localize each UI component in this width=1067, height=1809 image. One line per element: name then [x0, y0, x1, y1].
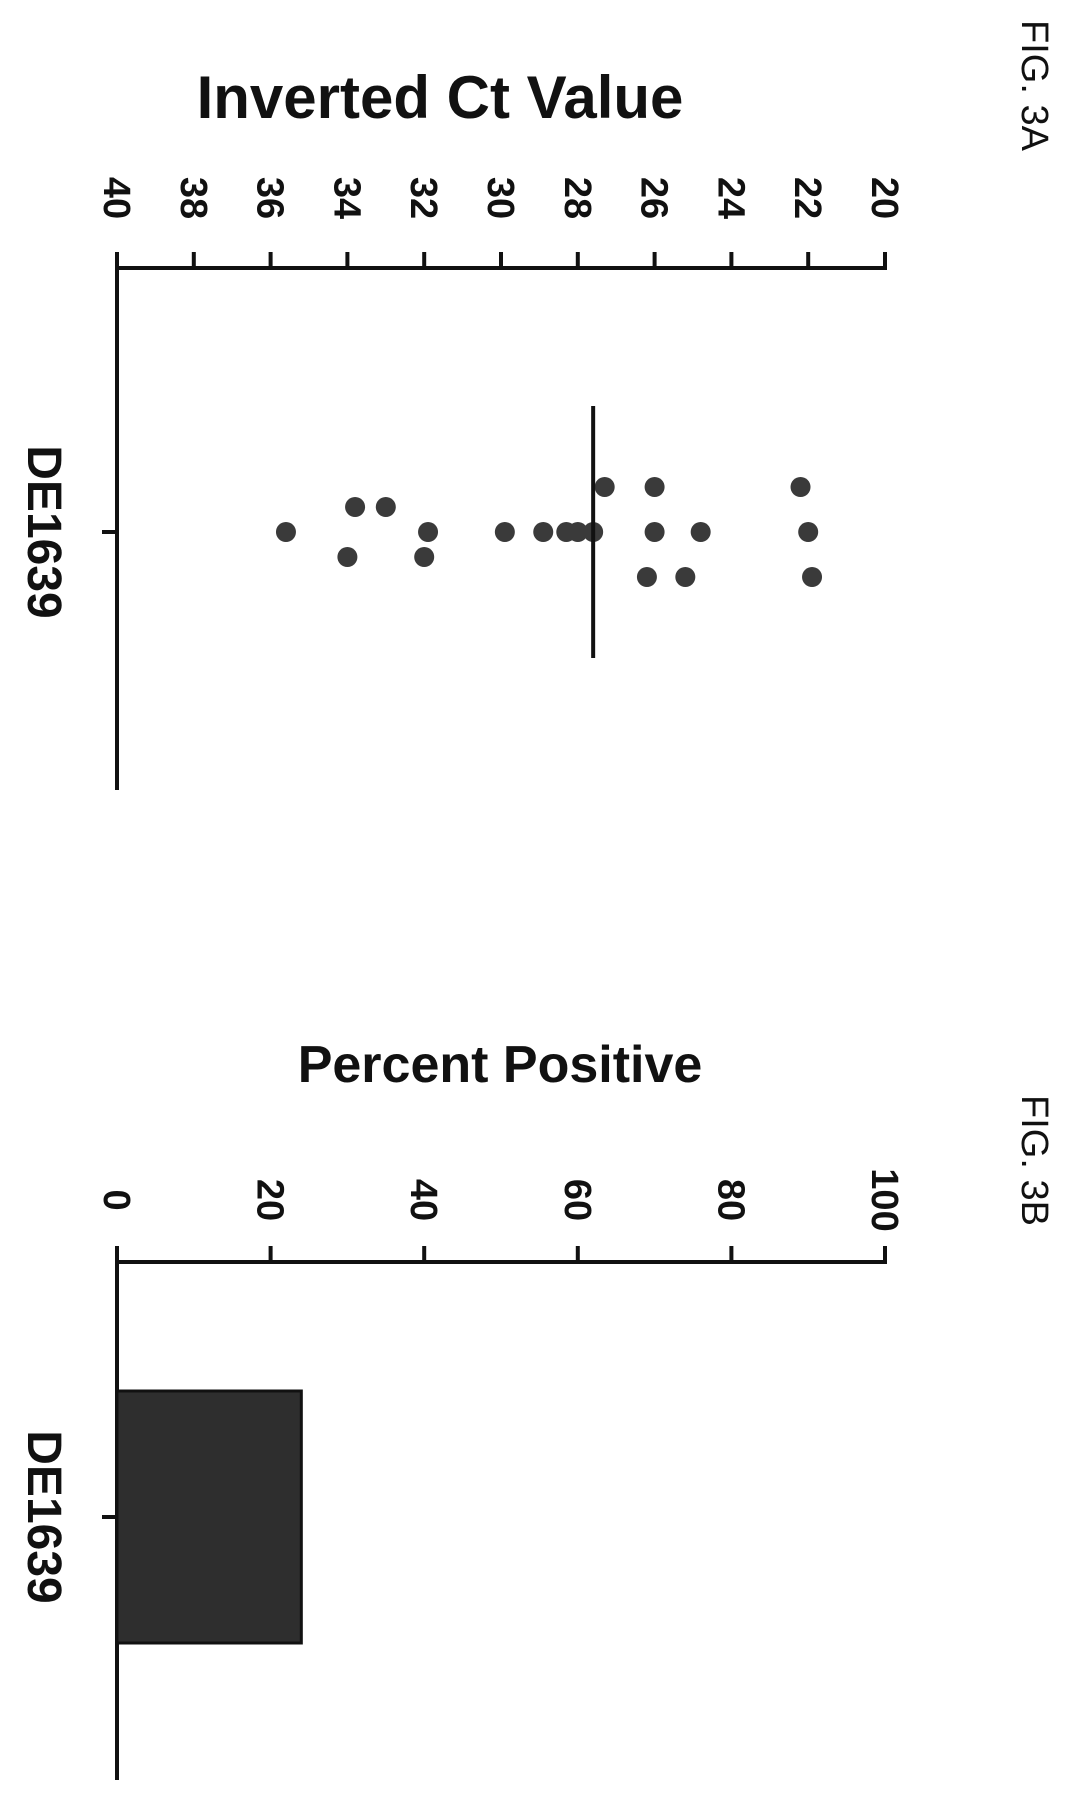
panel-fig-3a: FIG. 3A Inverted Ct Value 40 38 36 34 32 30 28…: [17, 20, 1055, 790]
fig-3a-point: [690, 522, 711, 542]
fig-3a-y-tick-label-34: 34: [325, 177, 367, 219]
fig-3b-y-tick-label-60: 60: [556, 1179, 598, 1221]
fig-3a-label: FIG. 3A: [1013, 20, 1055, 152]
fig-3a-y-axis-ticks: [115, 252, 887, 268]
fig-3a-point: [345, 497, 366, 517]
fig-3b-y-axis-title: Percent Positive: [298, 1036, 703, 1094]
fig-3b-bars: [115, 1389, 303, 1645]
fig-3a-y-axis-tick-labels: 40 38 36 34 32 30 28 26 24 22 20: [95, 177, 905, 219]
fig-3b-bar-DE1639: [115, 1389, 303, 1645]
fig-3a-point: [644, 522, 665, 542]
fig-3a-y-tick-label-38: 38: [172, 177, 214, 219]
fig-3a-y-tick-label-28: 28: [556, 177, 598, 219]
fig-3a-y-tick-label-36: 36: [249, 177, 291, 219]
fig-3a-point: [567, 522, 588, 542]
fig-3a-point: [594, 477, 615, 497]
fig-3a-category-label: DE1639: [17, 445, 70, 618]
fig-3a-y-tick-label-30: 30: [479, 177, 521, 219]
fig-3a-y-tick-label-26: 26: [633, 177, 675, 219]
fig-3a-data-points: [275, 477, 823, 587]
fig-3a-point: [494, 522, 515, 542]
fig-3b-category-label: DE1639: [17, 1430, 70, 1603]
fig-3a-point: [675, 567, 696, 587]
fig-3a-point: [418, 522, 439, 542]
fig-3a-point: [802, 567, 823, 587]
panel-fig-3b: FIG. 3B Percent Positive 0 20 40 60 80 100 DE…: [17, 1036, 1055, 1780]
fig-3a-point: [644, 477, 665, 497]
fig-3a-point: [533, 522, 554, 542]
fig-3a-y-tick-label-40: 40: [95, 177, 137, 219]
fig-3a-y-tick-label-32: 32: [402, 177, 444, 219]
fig-3a-y-tick-label-22: 22: [786, 177, 828, 219]
fig-3a-point: [798, 522, 819, 542]
fig-3a-point: [337, 547, 358, 567]
fig-3b-label: FIG. 3B: [1013, 1095, 1055, 1226]
fig-3b-y-tick-label-20: 20: [249, 1179, 291, 1221]
fig-3b-y-tick-label-40: 40: [402, 1179, 444, 1221]
fig-3a-point: [636, 567, 657, 587]
fig-3b-y-tick-label-0: 0: [95, 1189, 137, 1210]
fig-3b-y-tick-label-100: 100: [863, 1168, 905, 1231]
fig-3a-y-axis-title: Inverted Ct Value: [197, 64, 684, 131]
fig-3b-y-tick-label-80: 80: [709, 1179, 751, 1221]
fig-3a-point: [375, 497, 396, 517]
fig-3b-y-axis-ticks: [115, 1246, 887, 1262]
fig-3a-point: [414, 547, 435, 567]
fig-3a-y-tick-label-20: 20: [863, 177, 905, 219]
fig-3a-point: [275, 522, 296, 542]
fig-3a-y-tick-label-24: 24: [709, 177, 751, 219]
fig-3b-y-axis-tick-labels: 0 20 40 60 80 100: [95, 1168, 905, 1231]
fig-3a-point: [790, 477, 811, 497]
